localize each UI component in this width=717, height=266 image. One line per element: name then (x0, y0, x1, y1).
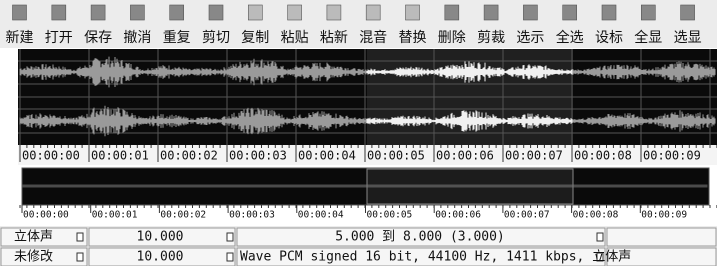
overview-time-label: 00:00:01 (92, 210, 138, 221)
time-label: 00:00:01 (91, 149, 149, 163)
status-value: 10.000 (137, 230, 184, 245)
overview-time-label: 00:00:08 (573, 210, 619, 221)
status-value: 10.000 (137, 250, 184, 265)
toolbar-icon (641, 5, 655, 20)
status-icon (597, 233, 603, 241)
status-info: 5.000 到 8.000 (3.000) (335, 230, 505, 245)
toolbar-icon (563, 5, 577, 20)
status-icon (77, 253, 83, 261)
toolbar-button[interactable]: 设标 (595, 30, 623, 46)
status-icon (77, 233, 83, 241)
time-label: 00:00:07 (505, 149, 563, 163)
toolbar-button[interactable]: 保存 (84, 30, 112, 46)
toolbar-button[interactable]: 全选 (556, 29, 584, 46)
toolbar-icon (130, 5, 144, 20)
toolbar-button[interactable]: 撤消 (123, 30, 151, 46)
time-label: 00:00:03 (229, 149, 287, 163)
overview-time-label: 00:00:06 (435, 210, 481, 221)
toolbar-icon (91, 5, 105, 20)
toolbar-icon (484, 5, 498, 20)
toolbar-button[interactable]: 全显 (634, 29, 662, 46)
toolbar-button[interactable]: 替换 (399, 29, 427, 46)
toolbar-button[interactable]: 新建 (6, 30, 34, 46)
toolbar-button[interactable]: 剪裁 (477, 30, 505, 46)
time-label: 00:00:05 (367, 149, 425, 163)
toolbar-button[interactable]: 粘贴 (281, 30, 309, 46)
overview-time-label: 00:00:00 (23, 210, 69, 221)
toolbar-icon (13, 5, 27, 20)
time-label: 00:00:08 (574, 149, 632, 163)
time-label: 00:00:00 (22, 149, 80, 163)
status-label: 未修改 (14, 250, 53, 265)
time-label: 00:00:09 (643, 149, 701, 163)
toolbar-button[interactable]: 选示 (516, 30, 544, 46)
toolbar-button[interactable]: 删除 (438, 30, 466, 46)
audio-editor: 新建打开保存撤消重复剪切复制粘贴粘新混音替换删除剪裁选示全选设标全显选显 00:0… (0, 0, 717, 266)
status-label: 立体声 (14, 230, 53, 245)
time-label: 00:00:04 (298, 149, 356, 163)
overview-time-label: 00:00:07 (504, 210, 550, 221)
toolbar-icon (681, 5, 695, 20)
toolbar-icon (445, 5, 459, 20)
toolbar-button[interactable]: 重复 (163, 29, 191, 46)
toolbar-icon (327, 5, 341, 20)
toolbar-button[interactable]: 粘新 (320, 30, 348, 46)
status-cell (607, 228, 716, 246)
overview-time-label: 00:00:09 (641, 210, 687, 221)
overview-time-label: 00:00:02 (160, 210, 206, 221)
toolbar-icon (523, 5, 537, 20)
toolbar-icon (170, 5, 184, 20)
toolbar-button[interactable]: 复制 (241, 29, 269, 46)
toolbar-icon (406, 5, 420, 20)
toolbar-button[interactable]: 打开 (45, 29, 73, 46)
status-icon (227, 233, 233, 241)
overview-time-label: 00:00:05 (367, 210, 413, 221)
status-icon (227, 253, 233, 261)
status-info: Wave PCM signed 16 bit, 44100 Hz, 1411 k… (240, 250, 631, 265)
toolbar-icon (52, 5, 66, 20)
toolbar-icon (209, 5, 223, 20)
toolbar-icon (288, 5, 302, 20)
toolbar-icon (248, 5, 262, 20)
overview-time-label: 00:00:03 (229, 210, 275, 221)
toolbar-icon (366, 5, 380, 20)
toolbar-button[interactable]: 选显 (674, 30, 702, 46)
toolbar-button[interactable]: 剪切 (202, 30, 230, 46)
time-label: 00:00:06 (436, 149, 494, 163)
time-label: 00:00:02 (160, 149, 218, 163)
overview-time-label: 00:00:04 (298, 210, 344, 221)
toolbar-icon (602, 5, 616, 20)
toolbar-button[interactable]: 混音 (359, 29, 387, 46)
